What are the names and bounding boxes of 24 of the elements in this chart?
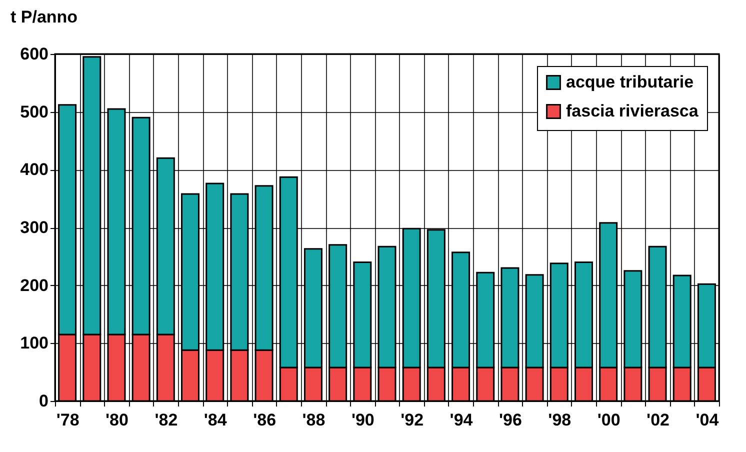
- y-tick-label: 0: [39, 392, 48, 410]
- x-tick-label: '96: [498, 410, 522, 430]
- y-tick-label: 200: [20, 276, 48, 295]
- y-tick-label: 500: [20, 102, 48, 122]
- y-tick-label: 100: [20, 334, 48, 353]
- x-tick-label: '88: [302, 410, 326, 430]
- y-axis-title: t P/anno: [10, 8, 78, 26]
- x-tick-label: '02: [646, 410, 670, 430]
- x-tick-label: '78: [56, 410, 80, 430]
- x-tick-label: '86: [253, 410, 276, 430]
- y-tick-label: 400: [20, 160, 48, 180]
- legend-label: fascia rivierasca: [566, 102, 699, 120]
- x-tick-label: '94: [450, 410, 474, 430]
- x-tick-label: '84: [204, 410, 228, 430]
- x-tick-label: '00: [597, 410, 620, 430]
- x-tick-label: '82: [154, 410, 178, 430]
- legend-label: acque tributarie: [566, 72, 694, 92]
- y-tick-label: 300: [20, 218, 48, 237]
- x-tick-label: '04: [696, 410, 720, 430]
- x-tick-label: '98: [548, 410, 572, 430]
- y-tick-label: 600: [20, 44, 48, 64]
- x-tick-label: '80: [106, 410, 128, 430]
- x-tick-label: '92: [400, 410, 424, 430]
- x-tick-label: '90: [351, 410, 374, 430]
